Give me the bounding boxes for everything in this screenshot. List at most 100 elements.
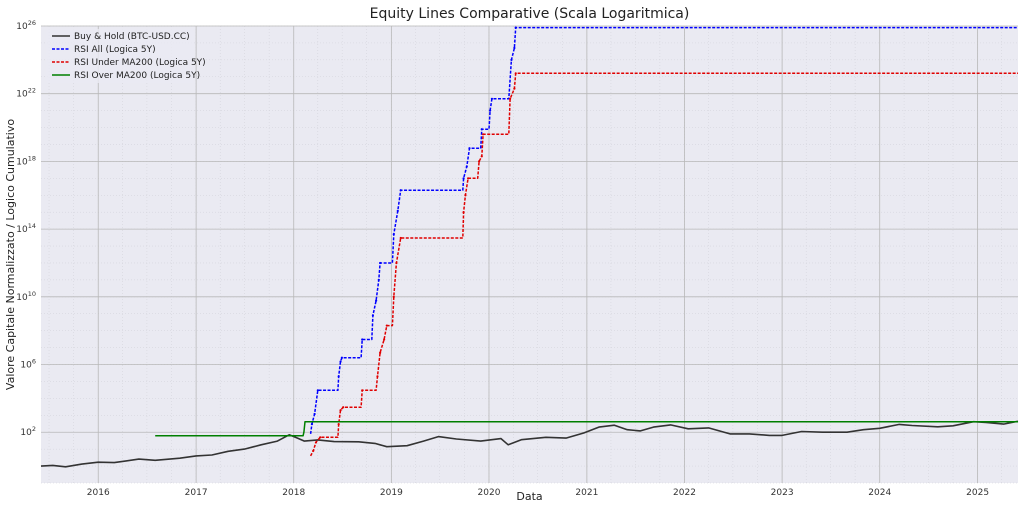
y-tick-base: 10	[20, 361, 32, 371]
x-tick-label: 2018	[282, 488, 305, 498]
x-tick-label: 2025	[966, 488, 989, 498]
series-rsi-over-ma200-line	[155, 420, 1018, 437]
minor-grid	[41, 25, 1018, 484]
x-axis-label: Data	[516, 490, 542, 503]
series-point	[480, 128, 483, 131]
series-buy-hold-line	[40, 420, 1019, 468]
series-point	[464, 194, 467, 197]
legend-label: Buy & Hold (BTC-USD.CC)	[74, 32, 190, 42]
legend-item-rsi-under-ma200: RSI Under MA200 (Logica 5Y)	[52, 58, 206, 68]
x-tick-label: 2022	[673, 488, 696, 498]
series-point	[337, 375, 340, 378]
x-tick-label: 2023	[771, 488, 794, 498]
series-point	[514, 26, 517, 29]
y-tick-exponent: 26	[28, 19, 36, 27]
legend-label: RSI All (Logica 5Y)	[74, 45, 156, 55]
series-point	[509, 97, 512, 100]
y-tick-label: 106	[20, 358, 36, 371]
series-point	[481, 133, 485, 136]
series-point	[377, 278, 380, 281]
series-point	[514, 72, 517, 75]
series-point	[379, 261, 382, 265]
series-point	[339, 409, 342, 412]
series-point	[361, 389, 364, 392]
chart-title: Equity Lines Comparative (Scala Logaritm…	[370, 6, 690, 22]
series-point	[375, 299, 378, 302]
series-layer	[40, 26, 1019, 468]
plot-area	[41, 26, 1018, 483]
legend-box	[46, 29, 194, 83]
y-tick-base: 10	[20, 428, 32, 438]
series-point	[480, 155, 483, 158]
y-tick-base: 10	[16, 22, 28, 32]
legend-item-rsi-over-ma200: RSI Over MA200 (Logica 5Y)	[52, 71, 200, 81]
series-point	[396, 209, 399, 212]
series-point	[392, 233, 395, 236]
series-point	[371, 314, 375, 317]
series-point	[395, 261, 398, 265]
y-tick-label: 1026	[16, 19, 36, 32]
y-tick-exponent: 22	[28, 87, 36, 95]
y-tick-base: 10	[16, 293, 28, 303]
series-point	[467, 177, 470, 180]
legend-label: RSI Over MA200 (Logica 5Y)	[74, 71, 200, 81]
y-tick-label: 1014	[16, 222, 36, 235]
series-rsi-under-ma200-line	[309, 72, 1018, 457]
x-tick-label: 2016	[87, 488, 110, 498]
y-tick-label: 1018	[16, 154, 36, 167]
legend-item-rsi-all: RSI All (Logica 5Y)	[52, 45, 156, 55]
series-point	[314, 441, 318, 444]
series-point	[513, 46, 516, 50]
series-point	[510, 58, 513, 61]
x-tick-labels: 2016 2017 2018 2019 2020 2021 2022 2023 2024 2025	[87, 488, 989, 498]
y-tick-label: 102	[20, 425, 36, 438]
series-point	[361, 338, 364, 341]
x-tick-label: 2020	[478, 488, 501, 498]
series-point	[477, 160, 481, 163]
y-tick-base: 10	[16, 157, 28, 167]
series-point	[379, 351, 382, 354]
series-point	[392, 295, 395, 298]
y-tick-base: 10	[16, 90, 28, 100]
y-tick-exponent: 18	[28, 154, 36, 162]
series-point	[462, 177, 465, 180]
series-point	[383, 338, 386, 341]
series-point	[399, 236, 402, 240]
legend: Buy & Hold (BTC-USD.CC) RSI All (Logica …	[46, 29, 206, 83]
series-point	[465, 165, 468, 168]
series-point	[488, 109, 492, 112]
series-point	[513, 87, 516, 90]
y-tick-exponent: 14	[28, 222, 36, 230]
series-point	[337, 423, 340, 426]
series-point	[319, 436, 322, 439]
major-grid	[41, 25, 1018, 483]
series-point	[385, 324, 388, 327]
series-point	[376, 375, 379, 378]
series-point	[490, 97, 494, 100]
x-tick-label: 2021	[575, 488, 598, 498]
series-point	[342, 406, 345, 409]
y-tick-exponent: 6	[32, 358, 36, 366]
series-point	[312, 449, 315, 452]
y-tick-label: 1022	[16, 87, 36, 100]
x-tick-label: 2024	[868, 488, 891, 498]
y-axis-label: Valore Capitale Normalizzato / Logico Cu…	[4, 119, 17, 390]
y-tick-exponent: 10	[28, 290, 36, 298]
series-point	[339, 360, 342, 363]
legend-item-buy-hold: Buy & Hold (BTC-USD.CC)	[52, 32, 190, 42]
series-point	[468, 147, 471, 150]
series-point	[310, 423, 314, 426]
y-tick-label: 1010	[16, 290, 36, 303]
series-point	[399, 189, 402, 192]
legend-label: RSI Under MA200 (Logica 5Y)	[74, 58, 206, 68]
series-point	[316, 389, 319, 392]
x-tick-label: 2019	[380, 488, 403, 498]
y-tick-exponent: 2	[32, 425, 36, 433]
series-point	[340, 356, 343, 359]
series-point	[462, 211, 465, 214]
series-point	[313, 412, 316, 416]
y-tick-base: 10	[16, 225, 28, 235]
x-tick-label: 2017	[185, 488, 208, 498]
